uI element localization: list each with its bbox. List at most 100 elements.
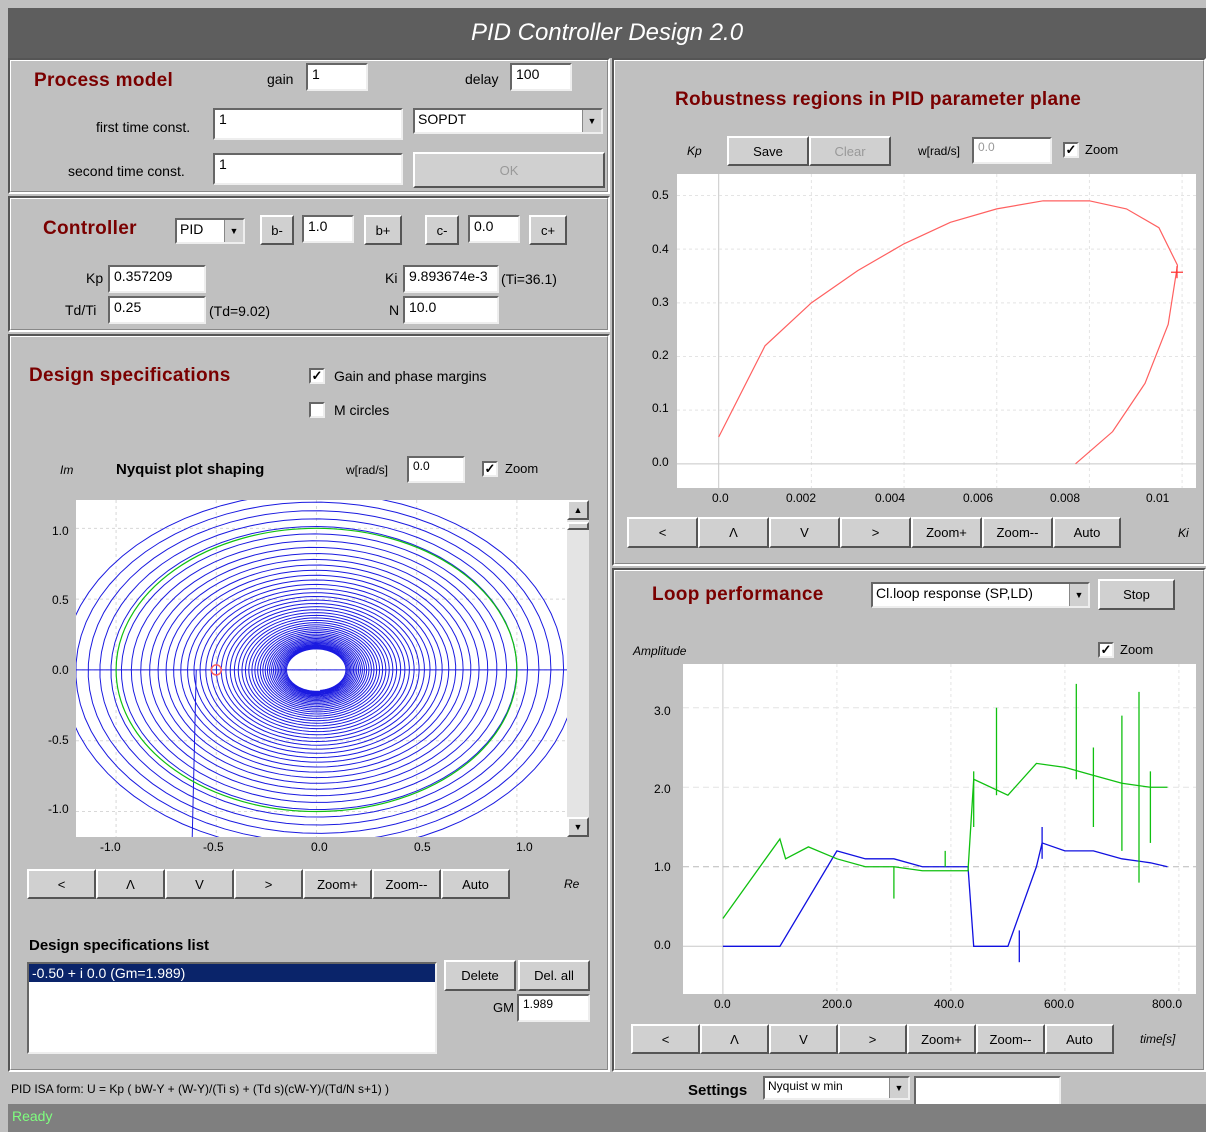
scroll-thumb[interactable] xyxy=(567,522,589,530)
nyq-xtick: 0.5 xyxy=(414,840,431,854)
rob-pan-up-button[interactable]: Λ xyxy=(698,517,769,548)
control-signal-line xyxy=(722,762,1168,919)
nyq-auto-button[interactable]: Auto xyxy=(441,869,510,899)
nyquist-plot[interactable] xyxy=(62,492,578,853)
loop-pan-right-button[interactable]: > xyxy=(838,1024,907,1054)
loop-xtick: 800.0 xyxy=(1152,997,1183,1011)
first-tc-input[interactable]: 1 xyxy=(213,108,403,140)
scroll-up-button[interactable]: ▲ xyxy=(567,500,589,520)
specs-list-item[interactable]: -0.50 + i 0.0 (Gm=1.989) xyxy=(29,964,435,982)
delete-all-button[interactable]: Del. all xyxy=(518,960,590,991)
b-minus-button[interactable]: b- xyxy=(260,215,294,245)
window-title: PID Controller Design 2.0 xyxy=(8,8,1206,58)
nyq-ytick: -1.0 xyxy=(48,802,69,816)
loop-pan-up-button[interactable]: Λ xyxy=(700,1024,769,1054)
loop-pan-left-button[interactable]: < xyxy=(631,1024,700,1054)
specs-list-title: Design specifications list xyxy=(29,937,210,954)
loop-ylabel: Amplitude xyxy=(633,644,687,658)
nyquist-zoom-label: Zoom xyxy=(505,461,539,476)
ok-button[interactable]: OK xyxy=(413,152,605,188)
robustness-title: Robustness regions in PID parameter plan… xyxy=(675,89,1082,110)
loop-plot[interactable] xyxy=(683,664,1196,994)
loop-xtick: 0.0 xyxy=(714,997,731,1011)
robustness-plot[interactable] xyxy=(677,174,1196,488)
b-input[interactable]: 1.0 xyxy=(302,215,354,243)
gain-input[interactable]: 1 xyxy=(306,63,368,91)
loop-xtick: 400.0 xyxy=(934,997,965,1011)
model-type-select[interactable]: SOPDT ▼ xyxy=(413,108,603,134)
nyquist-title: Nyquist plot shaping xyxy=(116,461,265,478)
rob-auto-button[interactable]: Auto xyxy=(1053,517,1121,548)
kp-label: Kp xyxy=(86,270,104,286)
rob-pan-left-button[interactable]: < xyxy=(627,517,698,548)
chevron-down-icon[interactable]: ▼ xyxy=(889,1078,908,1098)
settings-select-value: Nyquist w min xyxy=(768,1079,843,1093)
kp-input[interactable]: 0.357209 xyxy=(108,265,206,293)
clear-button[interactable]: Clear xyxy=(809,136,891,166)
c-minus-button[interactable]: c- xyxy=(425,215,459,245)
delay-label: delay xyxy=(465,71,499,87)
nyquist-xlabel: Re xyxy=(564,877,580,891)
loop-ytick: 2.0 xyxy=(654,782,671,796)
mcircles-checkbox[interactable] xyxy=(309,402,325,418)
second-tc-input[interactable]: 1 xyxy=(213,153,403,185)
chevron-down-icon[interactable]: ▼ xyxy=(224,220,243,242)
stop-button[interactable]: Stop xyxy=(1098,579,1175,610)
robustness-curve xyxy=(718,200,1179,465)
specs-list[interactable]: -0.50 + i 0.0 (Gm=1.989) xyxy=(27,962,437,1054)
nyq-pan-down-button[interactable]: V xyxy=(165,869,234,899)
loop-zoom-out-button[interactable]: Zoom-- xyxy=(976,1024,1045,1054)
rob-zoom-in-button[interactable]: Zoom+ xyxy=(911,517,982,548)
nyquist-w-input[interactable]: 0.0 xyxy=(407,456,465,483)
controller-type-select[interactable]: PID ▼ xyxy=(175,218,245,244)
nyquist-scrollbar[interactable]: ▲ ▼ xyxy=(567,500,589,837)
nyq-pan-left-button[interactable]: < xyxy=(27,869,96,899)
design-point-marker xyxy=(210,664,223,676)
settings-select[interactable]: Nyquist w min ▼ xyxy=(763,1076,910,1100)
save-button[interactable]: Save xyxy=(727,136,809,166)
robustness-zoom-checkbox[interactable]: ✓ xyxy=(1063,142,1079,158)
nyq-xtick: -1.0 xyxy=(100,840,121,854)
c-input[interactable]: 0.0 xyxy=(468,215,520,243)
loop-ytick: 3.0 xyxy=(654,704,671,718)
rob-xtick: 0.004 xyxy=(875,491,906,505)
c-plus-button[interactable]: c+ xyxy=(529,215,567,245)
loop-auto-button[interactable]: Auto xyxy=(1045,1024,1114,1054)
response-type-select[interactable]: Cl.loop response (SP,LD) ▼ xyxy=(871,582,1090,608)
scroll-down-button[interactable]: ▼ xyxy=(567,817,589,837)
loop-pan-down-button[interactable]: V xyxy=(769,1024,838,1054)
chevron-down-icon[interactable]: ▼ xyxy=(1069,584,1088,606)
loop-zoom-checkbox[interactable]: ✓ xyxy=(1098,642,1114,658)
robustness-w-label: w[rad/s] xyxy=(918,144,961,158)
nyq-pan-right-button[interactable]: > xyxy=(234,869,303,899)
loop-zoom-in-button[interactable]: Zoom+ xyxy=(907,1024,976,1054)
robustness-ylabel: Kp xyxy=(687,144,702,158)
nyquist-svg xyxy=(62,492,578,853)
rob-ytick: 0.2 xyxy=(652,348,669,362)
b-plus-button[interactable]: b+ xyxy=(364,215,402,245)
td-note: (Td=9.02) xyxy=(209,303,271,319)
nyq-zoom-in-button[interactable]: Zoom+ xyxy=(303,869,372,899)
nyq-ytick: 0.5 xyxy=(52,593,69,607)
rob-pan-right-button[interactable]: > xyxy=(840,517,911,548)
ki-input[interactable]: 9.893674e-3 xyxy=(403,265,499,293)
n-input[interactable]: 10.0 xyxy=(403,296,499,324)
rob-ytick: 0.5 xyxy=(652,188,669,202)
settings-input[interactable] xyxy=(914,1076,1061,1106)
tdti-input[interactable]: 0.25 xyxy=(108,296,206,324)
gain-phase-checkbox[interactable]: ✓ xyxy=(309,368,325,384)
controller-panel xyxy=(8,196,610,332)
rob-ytick: 0.4 xyxy=(652,242,669,256)
nyquist-zoom-checkbox[interactable]: ✓ xyxy=(482,461,498,477)
rob-pan-down-button[interactable]: V xyxy=(769,517,840,548)
chevron-down-icon[interactable]: ▼ xyxy=(582,110,601,132)
nyq-zoom-out-button[interactable]: Zoom-- xyxy=(372,869,441,899)
nyq-xtick: 1.0 xyxy=(516,840,533,854)
robustness-w-input[interactable]: 0.0 xyxy=(972,137,1052,164)
loop-svg xyxy=(683,664,1196,994)
gm-input[interactable]: 1.989 xyxy=(517,994,590,1022)
nyq-pan-up-button[interactable]: Λ xyxy=(96,869,165,899)
delay-input[interactable]: 100 xyxy=(510,63,572,91)
delete-button[interactable]: Delete xyxy=(444,960,516,991)
rob-zoom-out-button[interactable]: Zoom-- xyxy=(982,517,1053,548)
